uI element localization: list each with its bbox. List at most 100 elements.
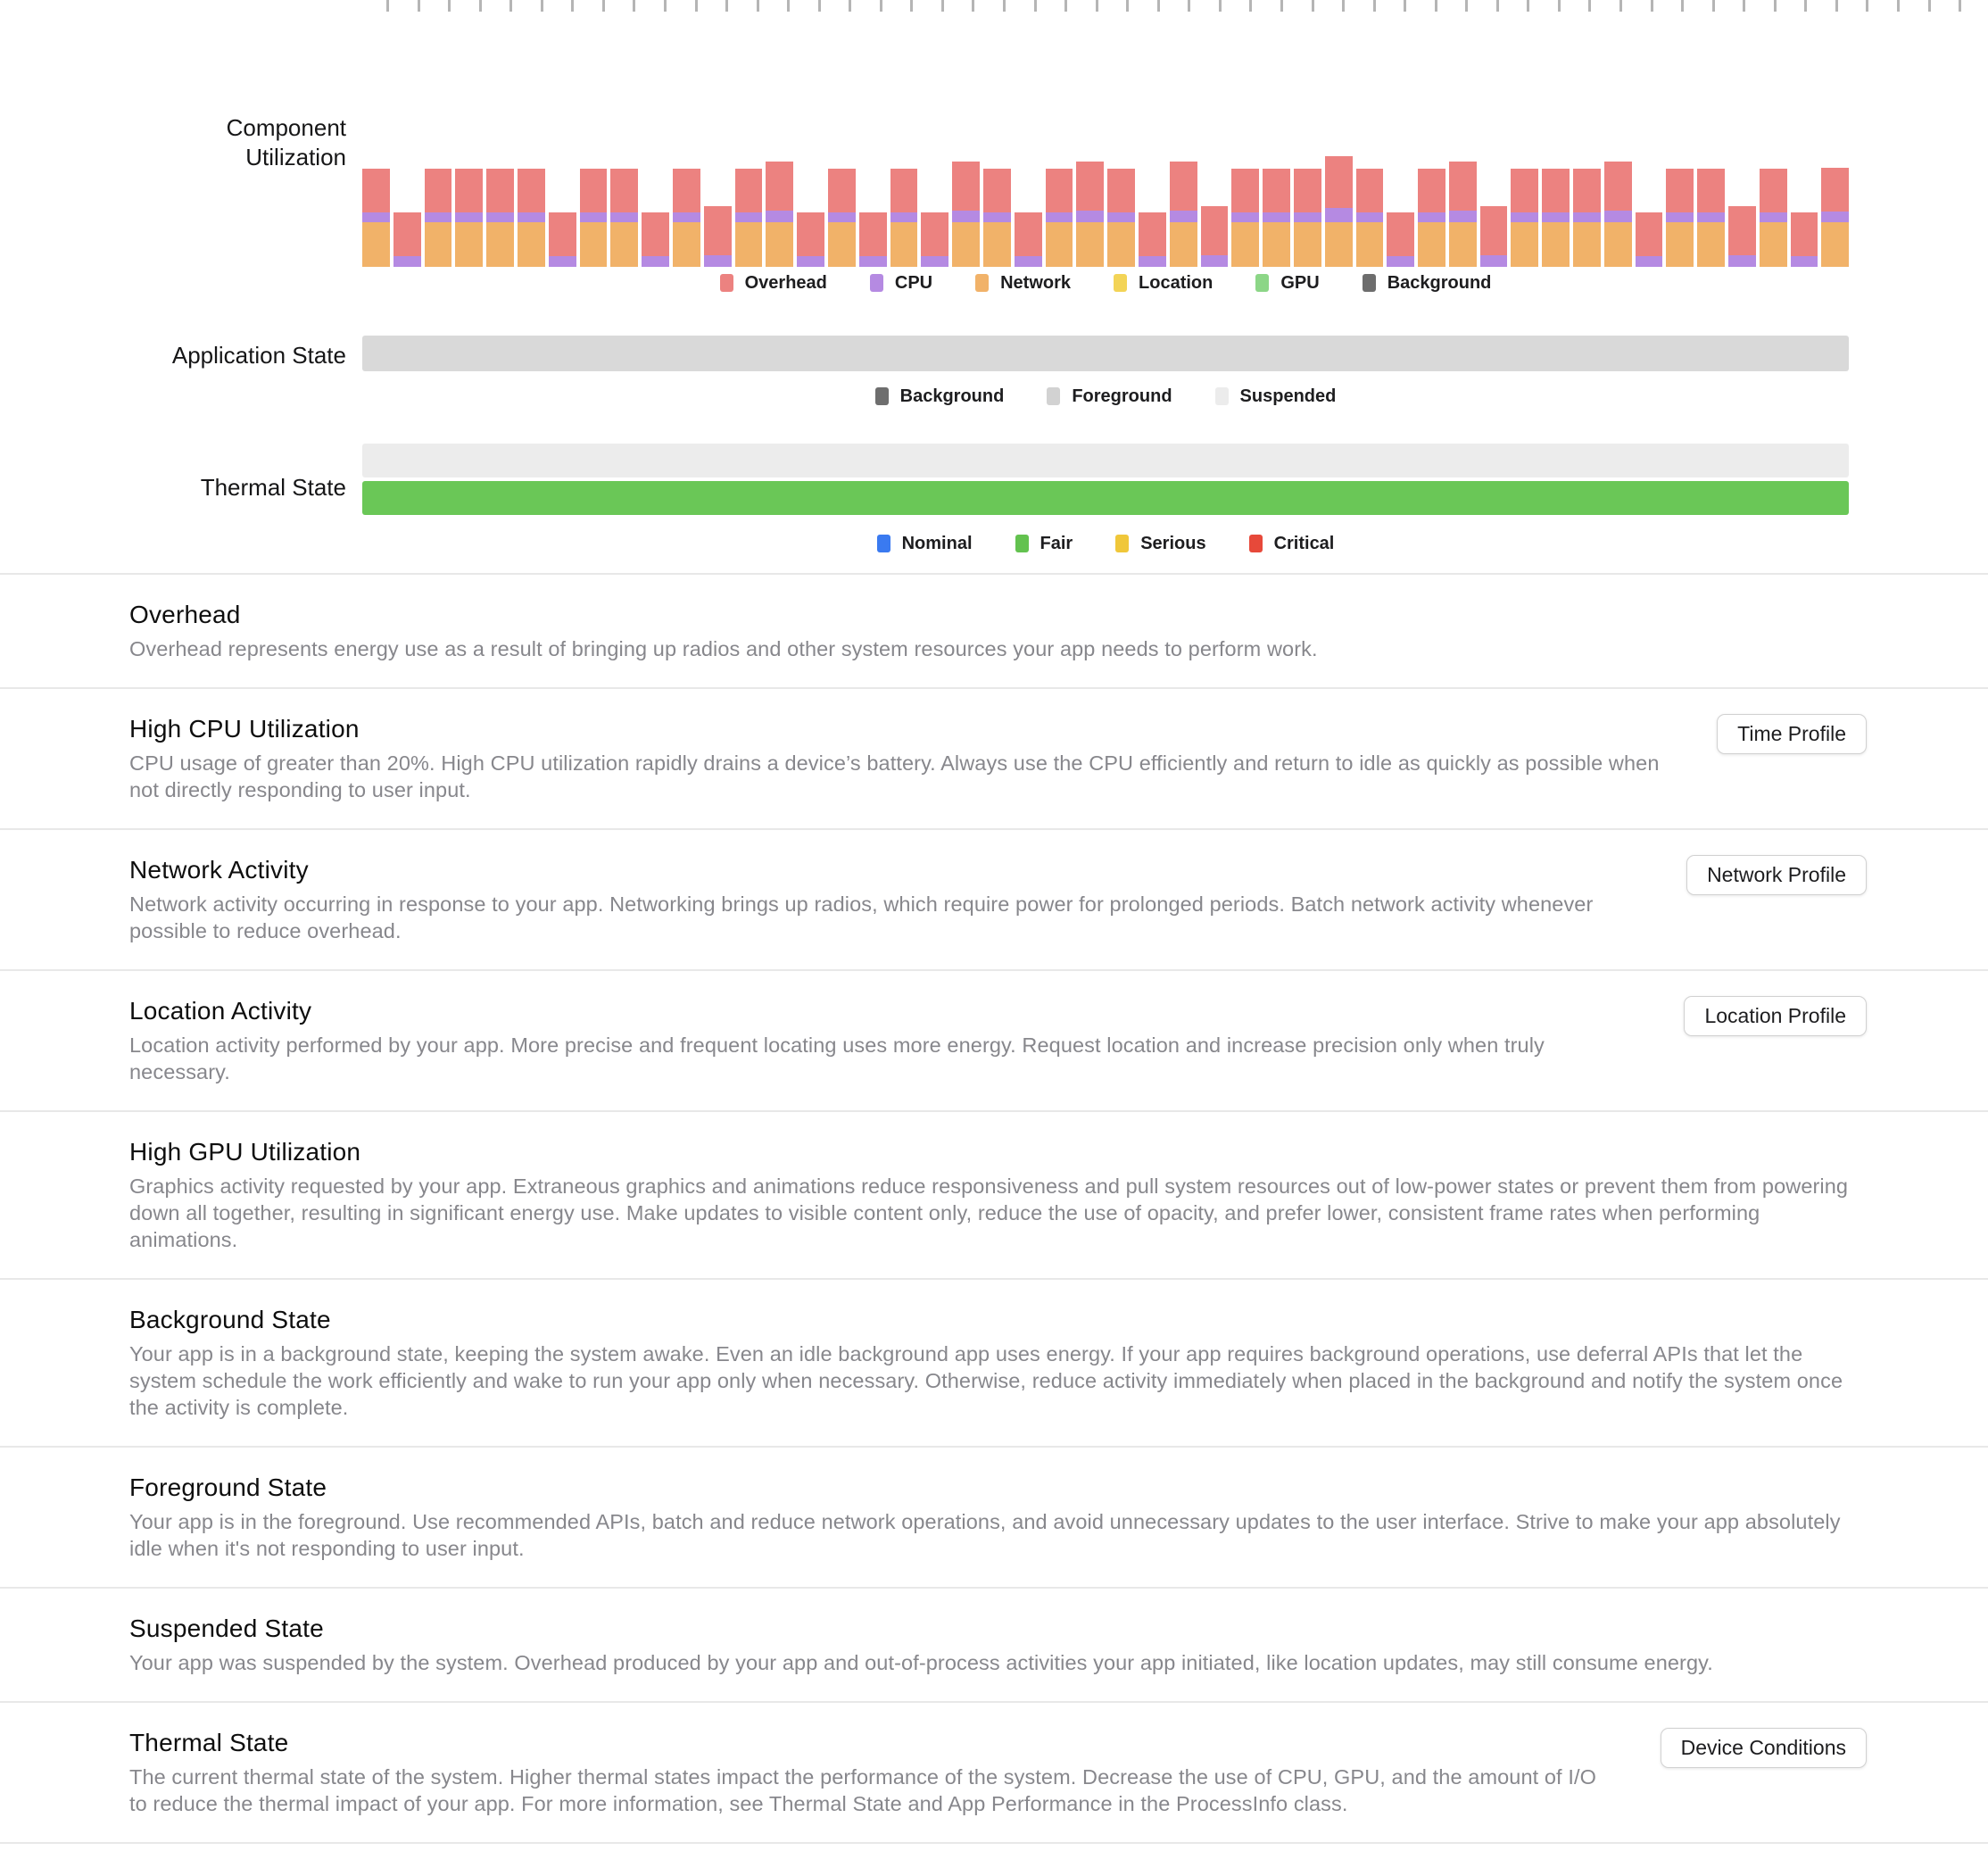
- cpu-segment: [890, 212, 918, 222]
- overhead-segment: [548, 212, 576, 256]
- overhead-segment: [1697, 169, 1726, 212]
- network-segment: [610, 222, 639, 267]
- section-text: High GPU Utilization Graphics activity re…: [129, 1137, 1867, 1253]
- utilization-bar: [1603, 162, 1632, 267]
- ruler-tick: [1434, 0, 1437, 12]
- utilization-bar: [1728, 206, 1756, 267]
- cpu-segment: [1448, 211, 1477, 222]
- legend-label: Network: [1000, 272, 1072, 293]
- overhead-segment: [455, 169, 484, 212]
- overhead-segment: [1355, 169, 1384, 212]
- utilization-bar: [1045, 169, 1073, 267]
- cpu-segment: [1666, 212, 1694, 222]
- network-swatch: [975, 274, 990, 292]
- cpu-segment: [703, 255, 732, 267]
- network-segment: [1324, 222, 1353, 267]
- overhead-segment: [610, 169, 639, 212]
- ruler-tick: [1835, 0, 1838, 12]
- network-segment: [982, 222, 1011, 267]
- legend-item-fair: Fair: [1015, 534, 1073, 554]
- overhead-segment: [1231, 169, 1260, 212]
- utilization-bar: [1448, 162, 1477, 267]
- ruler-tick: [972, 0, 975, 12]
- cpu-segment: [734, 212, 763, 222]
- fair-swatch: [1015, 535, 1029, 552]
- network-profile-button[interactable]: Network Profile: [1686, 855, 1867, 895]
- ruler-tick: [633, 0, 636, 12]
- ruler-tick: [1650, 0, 1653, 12]
- section-text: Network Activity Network activity occurri…: [129, 855, 1633, 944]
- legend-label: CPU: [894, 272, 933, 293]
- overhead-segment: [1790, 212, 1818, 256]
- section-text: Background State Your app is in a backgro…: [129, 1305, 1867, 1421]
- cpu-segment: [952, 211, 980, 222]
- overhead-segment: [1387, 212, 1415, 256]
- section-actions: Device Conditions: [1660, 1728, 1867, 1768]
- ruler-tick: [1465, 0, 1469, 12]
- cpu-segment: [672, 212, 700, 222]
- section-description: CPU usage of greater than 20%. High CPU …: [129, 751, 1660, 801]
- cpu-segment: [1045, 212, 1073, 222]
- legend-item-suspended: Suspended: [1214, 386, 1337, 407]
- overhead-segment: [579, 169, 608, 212]
- network-segment: [1666, 222, 1694, 267]
- overhead-segment: [766, 162, 794, 211]
- gpu-swatch: [1255, 274, 1270, 292]
- foreground-swatch: [1047, 387, 1061, 405]
- time-profile-button[interactable]: Time Profile: [1717, 714, 1867, 754]
- overhead-segment: [703, 206, 732, 255]
- legend-label: Background: [899, 386, 1005, 406]
- legend-label: Overhead: [744, 272, 827, 293]
- component-utilization-legend: Overhead CPU Network Location GPU Background: [362, 270, 1849, 295]
- overhead-segment: [1479, 206, 1508, 255]
- legend-item-background: Background: [874, 386, 1005, 407]
- application-state-bar: [362, 336, 1849, 371]
- utilization-bar: [1293, 169, 1321, 267]
- ruler-tick: [1188, 0, 1191, 12]
- utilization-bar: [1542, 169, 1570, 267]
- legend-label: Suspended: [1239, 386, 1337, 406]
- network-segment: [1697, 222, 1726, 267]
- legend-item-nominal: Nominal: [876, 534, 973, 554]
- cpu-segment: [1014, 256, 1042, 267]
- ruler-tick: [1064, 0, 1068, 12]
- utilization-bar: [1418, 169, 1445, 267]
- utilization-bar: [455, 169, 484, 267]
- legend-label: Serious: [1140, 533, 1206, 553]
- ruler-tick: [1342, 0, 1346, 12]
- application-state-label: Application State: [171, 342, 346, 369]
- cpu-segment: [1790, 256, 1818, 267]
- overhead-segment: [517, 169, 545, 212]
- cpu-segment: [1542, 212, 1570, 222]
- legend-item-foreground: Foreground: [1047, 386, 1172, 407]
- cpu-segment: [486, 212, 514, 222]
- utilization-bar: [1169, 162, 1197, 267]
- section-actions: Location Profile: [1684, 996, 1867, 1036]
- device-conditions-button[interactable]: Device Conditions: [1660, 1728, 1867, 1768]
- cpu-segment: [548, 256, 576, 267]
- cpu-segment: [766, 211, 794, 222]
- utilization-bar: [797, 212, 824, 267]
- ruler-tick: [879, 0, 882, 12]
- legend-item-cpu: CPU: [869, 272, 933, 294]
- ruler-tick: [940, 0, 944, 12]
- utilization-bar: [672, 169, 700, 267]
- utilization-bar: [1759, 169, 1787, 267]
- network-segment: [1573, 222, 1601, 267]
- thermal-state-label: Thermal State: [200, 474, 346, 501]
- network-segment: [486, 222, 514, 267]
- cpu-segment: [362, 212, 390, 222]
- overhead-segment: [393, 212, 421, 256]
- network-segment: [1107, 222, 1135, 267]
- section-actions: Network Profile: [1686, 855, 1867, 895]
- location-profile-button[interactable]: Location Profile: [1684, 996, 1867, 1036]
- legend-item-critical: Critical: [1248, 534, 1334, 554]
- cpu-segment: [858, 256, 887, 267]
- suspended-swatch: [1214, 387, 1229, 405]
- overhead-segment: [1138, 212, 1166, 256]
- utilization-bar: [1324, 156, 1353, 267]
- section-description: Network activity occurring in response t…: [129, 892, 1594, 942]
- network-segment: [517, 222, 545, 267]
- overhead-segment: [1107, 169, 1135, 212]
- cpu-segment: [610, 212, 639, 222]
